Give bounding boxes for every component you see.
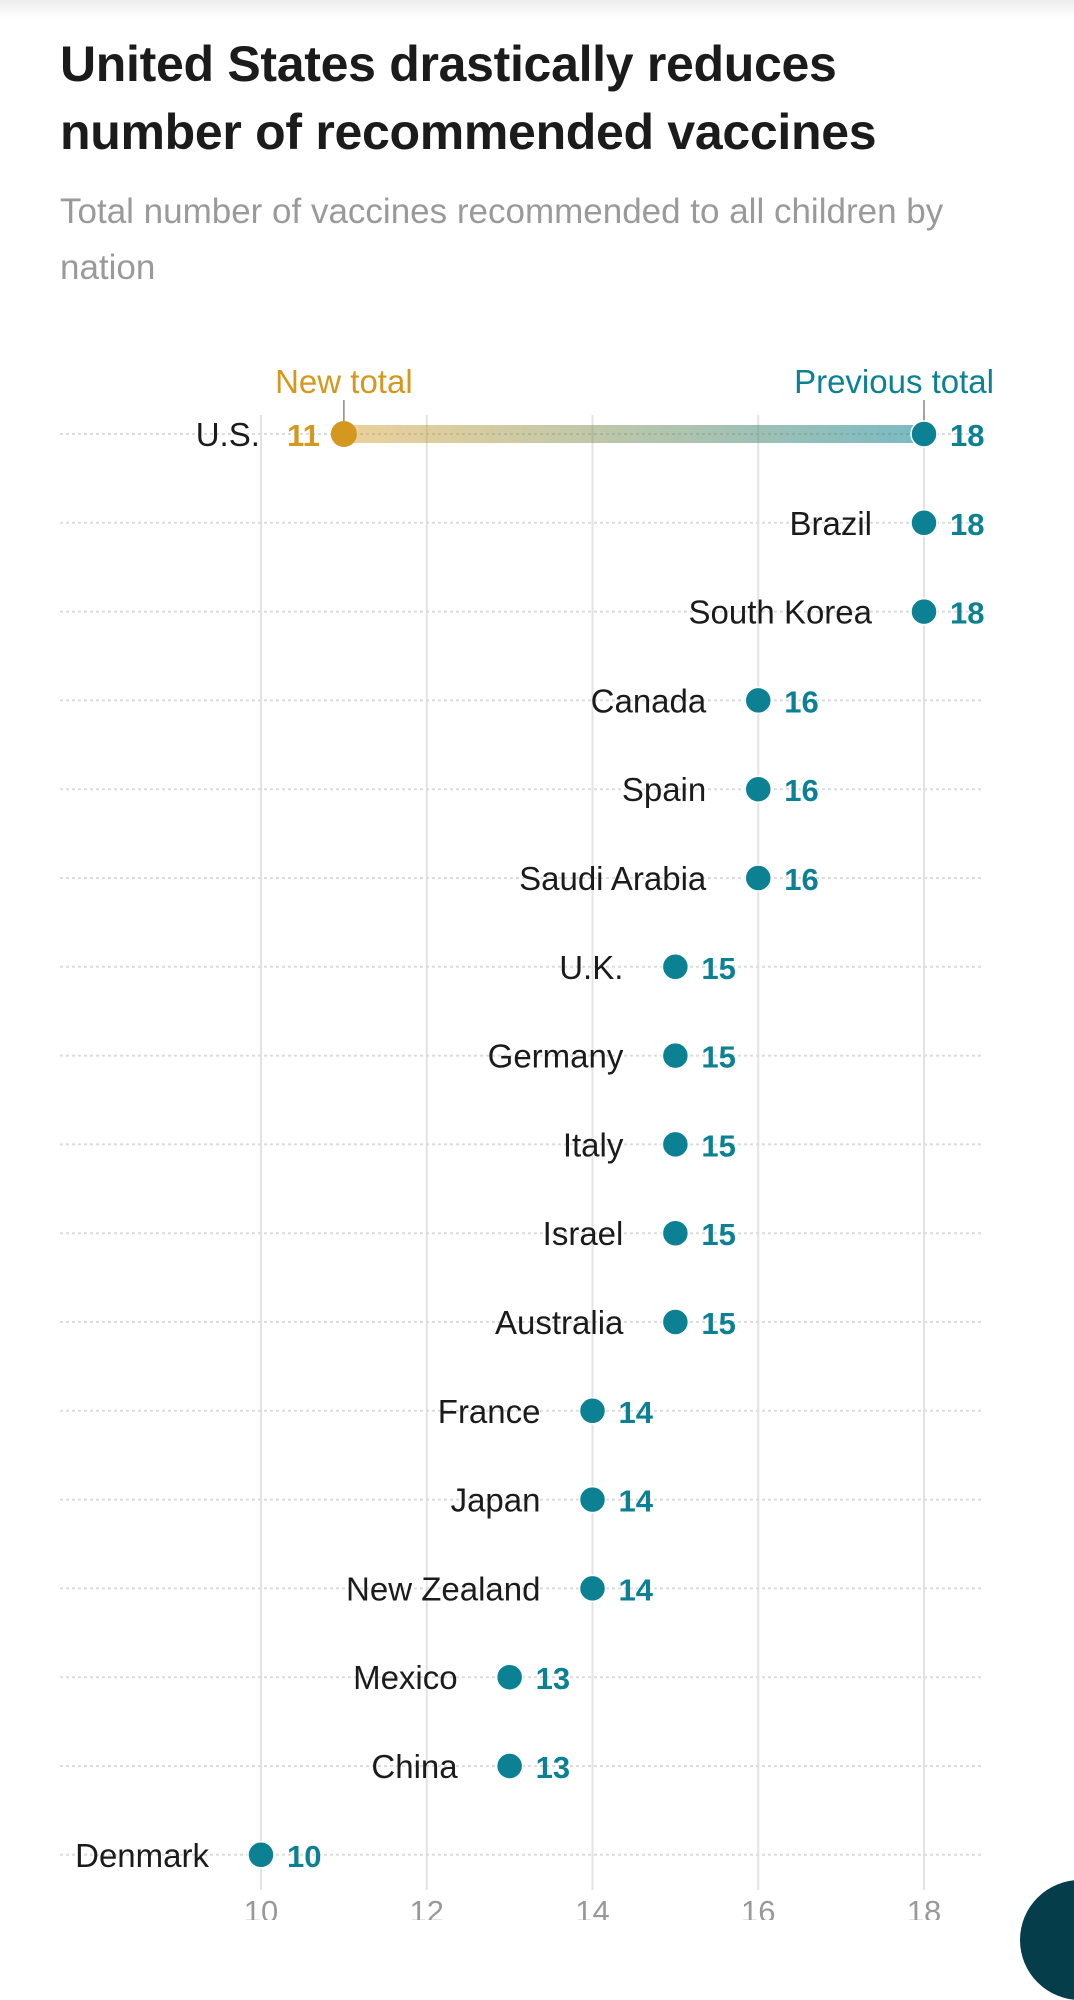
dot-previous-total: [661, 1041, 690, 1070]
dot-previous-total: [910, 597, 938, 626]
dot-previous-total: [495, 1752, 524, 1780]
gridlines: [260, 415, 925, 1890]
country-label: Australia: [495, 1304, 624, 1341]
annotation-new-total: New total: [275, 363, 413, 400]
dot-new-total: [330, 421, 357, 447]
value-label-previous-total: 16: [784, 862, 818, 897]
dot-previous-total: [910, 420, 938, 448]
chart-subtitle: Total number of vaccines recommended to …: [60, 192, 944, 287]
data-marks: U.S. 11 18 Brazil 18 South Korea 18 Canada 16 Spa…: [75, 416, 984, 1874]
dot-previous-total: [495, 1663, 524, 1691]
dot-previous-total: [661, 953, 690, 981]
value-label-previous-total: 15: [701, 1306, 735, 1341]
value-label-previous-total: 15: [701, 1128, 735, 1163]
country-label: Italy: [563, 1126, 624, 1163]
dot-previous-total: [578, 1574, 607, 1603]
country-label: France: [438, 1393, 541, 1430]
x-tick-label: 16: [741, 1894, 775, 1920]
row-guides: [60, 433, 982, 1856]
value-label-previous-total: 15: [701, 951, 735, 986]
x-tick-label: 10: [244, 1894, 278, 1920]
country-label: U.S.: [196, 416, 260, 453]
value-label-previous-total: 14: [619, 1395, 654, 1430]
top-shadow: [0, 0, 1074, 18]
country-label: Spain: [622, 771, 706, 808]
value-label-new-total: 11: [287, 418, 320, 453]
dot-previous-total: [910, 509, 938, 537]
annotations: New total Previous total: [275, 363, 994, 422]
country-label: South Korea: [689, 594, 873, 631]
x-tick-label: 12: [410, 1894, 444, 1920]
dot-previous-total: [744, 775, 772, 803]
chart-title: United States drastically reduces number…: [60, 36, 877, 160]
country-label: Canada: [591, 682, 707, 719]
value-label-previous-total: 18: [950, 418, 984, 453]
country-label: Saudi Arabia: [519, 860, 707, 897]
dot-previous-total: [661, 1219, 690, 1247]
value-label-previous-total: 18: [950, 507, 984, 542]
dot-previous-total: [578, 1485, 607, 1514]
dot-previous-total: [247, 1841, 275, 1869]
value-label-previous-total: 15: [701, 1217, 735, 1252]
dot-previous-total: [744, 864, 772, 892]
x-axis: 10 12 14 16 18: [244, 1894, 941, 1920]
change-bar: [343, 425, 924, 443]
country-label: Mexico: [353, 1659, 458, 1696]
dot-previous-total: [744, 686, 772, 715]
value-label-previous-total: 15: [701, 1040, 735, 1075]
country-label: New Zealand: [346, 1570, 540, 1607]
country-label: Japan: [451, 1482, 541, 1519]
annotation-previous-total: Previous total: [794, 363, 994, 400]
country-label: Israel: [543, 1215, 624, 1252]
value-label-previous-total: 14: [619, 1484, 654, 1519]
value-label-previous-total: 13: [536, 1661, 570, 1696]
country-label: U.K.: [559, 949, 623, 986]
x-tick-label: 18: [907, 1894, 941, 1920]
value-label-previous-total: 13: [536, 1750, 570, 1785]
value-label-previous-total: 14: [619, 1572, 654, 1607]
value-label-previous-total: 16: [784, 773, 818, 808]
x-tick-label: 14: [575, 1894, 609, 1920]
country-label: China: [371, 1748, 458, 1785]
dot-previous-total: [661, 1130, 690, 1159]
value-label-previous-total: 10: [287, 1839, 321, 1874]
country-label: Denmark: [75, 1837, 209, 1874]
dot-previous-total: [578, 1397, 607, 1425]
country-label: Germany: [488, 1038, 624, 1075]
value-label-previous-total: 18: [950, 596, 984, 631]
value-label-previous-total: 16: [784, 684, 818, 719]
country-label: Brazil: [789, 505, 872, 542]
dot-previous-total: [661, 1308, 690, 1336]
dot-chart: New total Previous total U.S. 11 18 Brazil 18…: [60, 363, 994, 1920]
